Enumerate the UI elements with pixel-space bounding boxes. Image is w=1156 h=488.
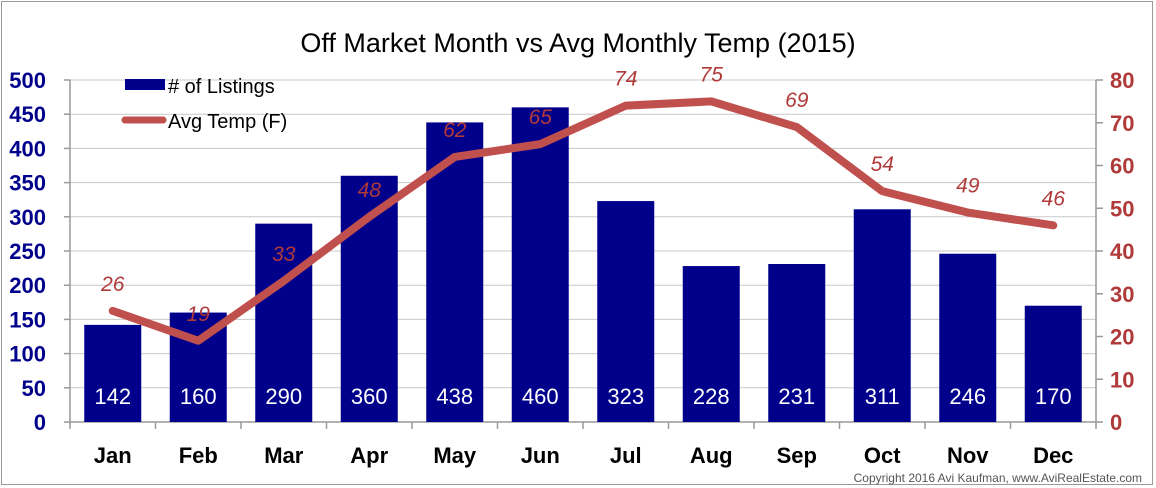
legend-listings-label: # of Listings <box>168 76 275 98</box>
bar <box>255 223 313 422</box>
temp-value-label: 33 <box>272 243 296 266</box>
left-tick-label: 0 <box>34 410 46 435</box>
legend-temp-label: Avg Temp (F) <box>168 111 287 133</box>
temperature-line <box>108 97 1058 345</box>
category-label: Apr <box>350 443 388 468</box>
copyright-text: Copyright 2016 Avi Kaufman, www.AviRealE… <box>854 471 1142 485</box>
right-tick-label: 10 <box>1110 367 1134 392</box>
category-label: Jun <box>521 443 560 468</box>
category-label: Feb <box>179 443 218 468</box>
right-tick-label: 60 <box>1110 154 1134 179</box>
bar-value-label: 246 <box>949 384 986 409</box>
right-tick-label: 40 <box>1110 239 1134 264</box>
chart-title: Off Market Month vs Avg Monthly Temp (20… <box>300 28 855 58</box>
bar <box>84 324 142 422</box>
category-label: Aug <box>690 443 733 468</box>
right-tick-label: 70 <box>1110 111 1134 136</box>
left-tick-label: 100 <box>9 342 46 367</box>
bar-value-label: 160 <box>180 384 217 409</box>
right-tick-label: 0 <box>1110 410 1122 435</box>
bar-value-label: 142 <box>94 384 131 409</box>
temp-value-label: 49 <box>956 175 980 198</box>
temp-value-label: 48 <box>358 179 382 202</box>
right-tick-label: 50 <box>1110 196 1134 221</box>
left-tick-label: 50 <box>22 376 46 401</box>
bar <box>1024 305 1082 422</box>
category-label: Sep <box>777 443 817 468</box>
left-tick-label: 450 <box>9 102 46 127</box>
temp-value-label: 26 <box>100 273 125 296</box>
temp-value-label: 74 <box>614 68 637 91</box>
legend-bar-swatch <box>125 79 165 90</box>
bar-value-label: 311 <box>865 384 900 409</box>
bar-value-label: 438 <box>436 384 473 409</box>
temp-value-label: 65 <box>529 106 553 129</box>
bar <box>768 263 826 422</box>
bar <box>511 107 569 423</box>
left-tick-label: 400 <box>9 136 46 161</box>
bar-value-label: 231 <box>778 384 815 409</box>
bar-value-label: 170 <box>1035 384 1072 409</box>
right-tick-label: 20 <box>1110 325 1134 350</box>
bar-value-label: 228 <box>693 384 730 409</box>
bar <box>682 266 740 422</box>
bar-value-label: 323 <box>607 384 644 409</box>
right-tick-label: 30 <box>1110 282 1134 307</box>
category-label: May <box>433 443 477 468</box>
category-label: Nov <box>947 443 989 468</box>
temp-value-label: 19 <box>187 303 211 326</box>
bar <box>853 209 911 422</box>
bar-value-label: 290 <box>265 384 302 409</box>
bar <box>597 201 655 422</box>
category-label: Mar <box>264 443 304 468</box>
bar-value-label: 360 <box>351 384 388 409</box>
category-label: Jul <box>610 443 642 468</box>
temp-value-label: 75 <box>700 63 724 86</box>
temp-value-label: 62 <box>443 119 467 142</box>
left-tick-label: 150 <box>9 307 46 332</box>
category-label: Dec <box>1033 443 1073 468</box>
temp-value-label: 54 <box>871 153 894 176</box>
left-tick-label: 300 <box>9 205 46 230</box>
left-tick-label: 200 <box>9 273 46 298</box>
temp-value-label: 46 <box>1042 187 1066 210</box>
right-tick-label: 80 <box>1110 68 1134 93</box>
category-label: Oct <box>864 443 901 468</box>
left-tick-label: 250 <box>9 239 46 264</box>
left-tick-label: 500 <box>9 68 46 93</box>
bar <box>939 253 997 422</box>
bar-value-label: 460 <box>522 384 559 409</box>
temp-value-label: 69 <box>785 89 809 112</box>
category-label: Jan <box>94 443 132 468</box>
left-tick-label: 350 <box>9 171 46 196</box>
